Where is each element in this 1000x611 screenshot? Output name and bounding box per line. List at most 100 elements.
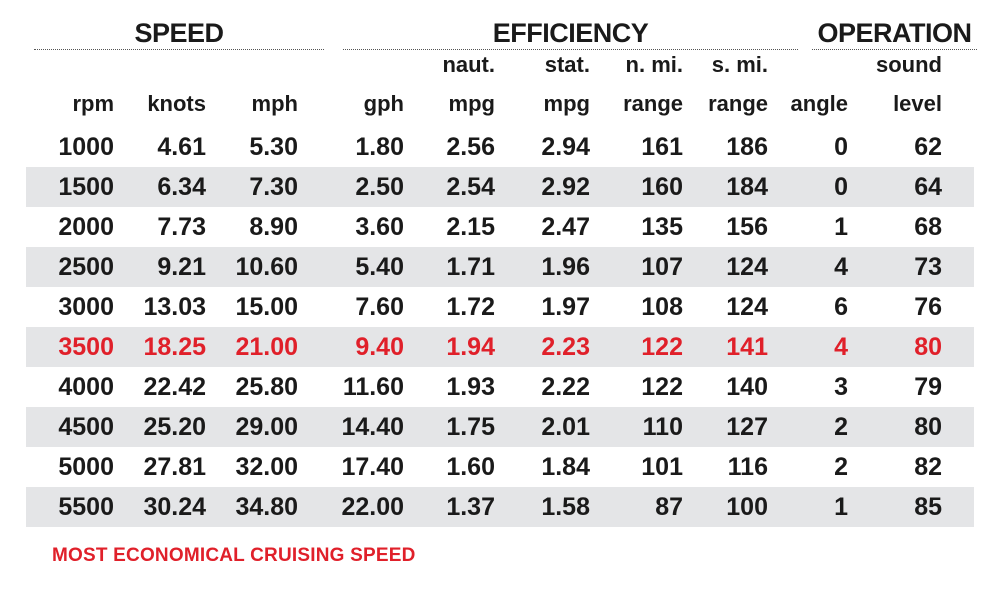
cell-stat-mpg: 1.58: [541, 493, 590, 521]
column-header-naut-mpg-line2: mpg: [448, 91, 495, 116]
cell-rpm: 4500: [58, 413, 114, 441]
cell-knots: 13.03: [143, 293, 206, 321]
column-header-sound-level-line2: level: [893, 91, 942, 116]
column-header-knots-line2: knots: [147, 91, 206, 116]
table-row: [26, 447, 974, 487]
cell-n-mi-range: 107: [641, 253, 683, 281]
cell-n-mi-range: 110: [642, 413, 683, 441]
column-header-angle-line2: angle: [790, 91, 848, 116]
table-row: [26, 367, 974, 407]
cell-naut-mpg: 1.75: [446, 413, 495, 441]
cell-rpm: 5500: [58, 493, 114, 521]
cell-stat-mpg: 2.23: [541, 333, 590, 361]
table-row: [26, 207, 974, 247]
cell-n-mi-range: 161: [641, 133, 683, 161]
cell-sound-level: 85: [914, 493, 942, 521]
cell-mph: 34.80: [235, 493, 298, 521]
cell-naut-mpg: 1.94: [446, 333, 495, 361]
cell-naut-mpg: 1.72: [446, 293, 495, 321]
cell-rpm: 1500: [58, 173, 114, 201]
column-header-n-mi-range-line1: n. mi.: [625, 52, 683, 77]
cell-mph: 15.00: [235, 293, 298, 321]
cell-gph: 3.60: [355, 213, 404, 241]
column-header-sound-level-line1: sound: [876, 52, 942, 77]
column-header-rpm-line2: rpm: [72, 91, 114, 116]
cell-s-mi-range: 140: [726, 373, 768, 401]
cell-naut-mpg: 1.93: [446, 373, 495, 401]
cell-gph: 9.40: [355, 333, 404, 361]
cell-rpm: 3500: [58, 333, 114, 361]
cell-sound-level: 79: [914, 373, 942, 401]
cell-mph: 29.00: [235, 413, 298, 441]
cell-mph: 32.00: [235, 453, 298, 481]
cell-sound-level: 80: [914, 413, 942, 441]
cell-knots: 22.42: [143, 373, 206, 401]
table-row: [26, 487, 974, 527]
column-header-n-mi-range-line2: range: [623, 91, 683, 116]
cell-sound-level: 64: [914, 173, 942, 201]
cell-s-mi-range: 100: [726, 493, 768, 521]
cell-stat-mpg: 2.22: [541, 373, 590, 401]
cell-stat-mpg: 2.47: [541, 213, 590, 241]
footnote-most-economical-cruising-speed: MOST ECONOMICAL CRUISING SPEED: [52, 545, 416, 566]
column-header-gph-line2: gph: [363, 91, 404, 116]
cell-n-mi-range: 160: [641, 173, 683, 201]
cell-s-mi-range: 124: [726, 293, 768, 321]
cell-angle: 0: [834, 173, 848, 201]
cell-angle: 0: [834, 133, 848, 161]
cell-n-mi-range: 122: [641, 373, 683, 401]
cell-rpm: 2500: [58, 253, 114, 281]
cell-mph: 25.80: [235, 373, 298, 401]
cell-sound-level: 82: [914, 453, 942, 481]
cell-stat-mpg: 2.94: [541, 133, 590, 161]
cell-angle: 4: [834, 253, 848, 281]
cell-s-mi-range: 141: [726, 333, 768, 361]
cell-angle: 3: [834, 373, 848, 401]
cell-sound-level: 68: [914, 213, 942, 241]
cell-gph: 7.60: [355, 293, 404, 321]
cell-rpm: 5000: [58, 453, 114, 481]
cell-s-mi-range: 184: [726, 173, 768, 201]
cell-mph: 7.30: [249, 173, 298, 201]
column-header-mph-line2: mph: [251, 91, 298, 116]
cell-angle: 1: [834, 493, 848, 521]
column-header-s-mi-range-line2: range: [708, 91, 768, 116]
cell-angle: 4: [834, 333, 848, 361]
cell-sound-level: 76: [914, 293, 942, 321]
cell-gph: 22.00: [341, 493, 404, 521]
cell-mph: 21.00: [235, 333, 298, 361]
cell-knots: 30.24: [143, 493, 206, 521]
group-rule-operation: [812, 49, 977, 50]
column-header-stat-mpg-line1: stat.: [544, 52, 590, 77]
cell-gph: 1.80: [355, 133, 404, 161]
cell-rpm: 1000: [58, 133, 114, 161]
cell-knots: 4.61: [157, 133, 206, 161]
cell-knots: 25.20: [143, 413, 206, 441]
cell-naut-mpg: 1.37: [446, 493, 495, 521]
cell-sound-level: 62: [914, 133, 942, 161]
column-header-stat-mpg-line2: mpg: [543, 91, 590, 116]
column-header-naut-mpg-line1: naut.: [442, 52, 495, 77]
cell-stat-mpg: 2.92: [541, 173, 590, 201]
table-row: [26, 327, 974, 367]
cell-naut-mpg: 2.54: [446, 173, 495, 201]
table-row: [26, 167, 974, 207]
cell-n-mi-range: 122: [641, 333, 683, 361]
cell-mph: 8.90: [249, 213, 298, 241]
group-title-efficiency: EFFICIENCY: [492, 18, 649, 48]
group-title-operation: OPERATION: [817, 18, 972, 48]
cell-naut-mpg: 2.56: [446, 133, 495, 161]
cell-n-mi-range: 135: [641, 213, 683, 241]
group-rule-speed: [34, 49, 324, 50]
table-row: [26, 407, 974, 447]
cell-stat-mpg: 2.01: [541, 413, 590, 441]
cell-n-mi-range: 101: [641, 453, 683, 481]
cell-stat-mpg: 1.96: [541, 253, 590, 281]
cell-gph: 17.40: [341, 453, 404, 481]
cell-rpm: 3000: [58, 293, 114, 321]
cell-s-mi-range: 186: [726, 133, 768, 161]
cell-stat-mpg: 1.97: [541, 293, 590, 321]
table-row: [26, 127, 974, 167]
cell-knots: 6.34: [157, 173, 206, 201]
cell-naut-mpg: 2.15: [446, 213, 495, 241]
